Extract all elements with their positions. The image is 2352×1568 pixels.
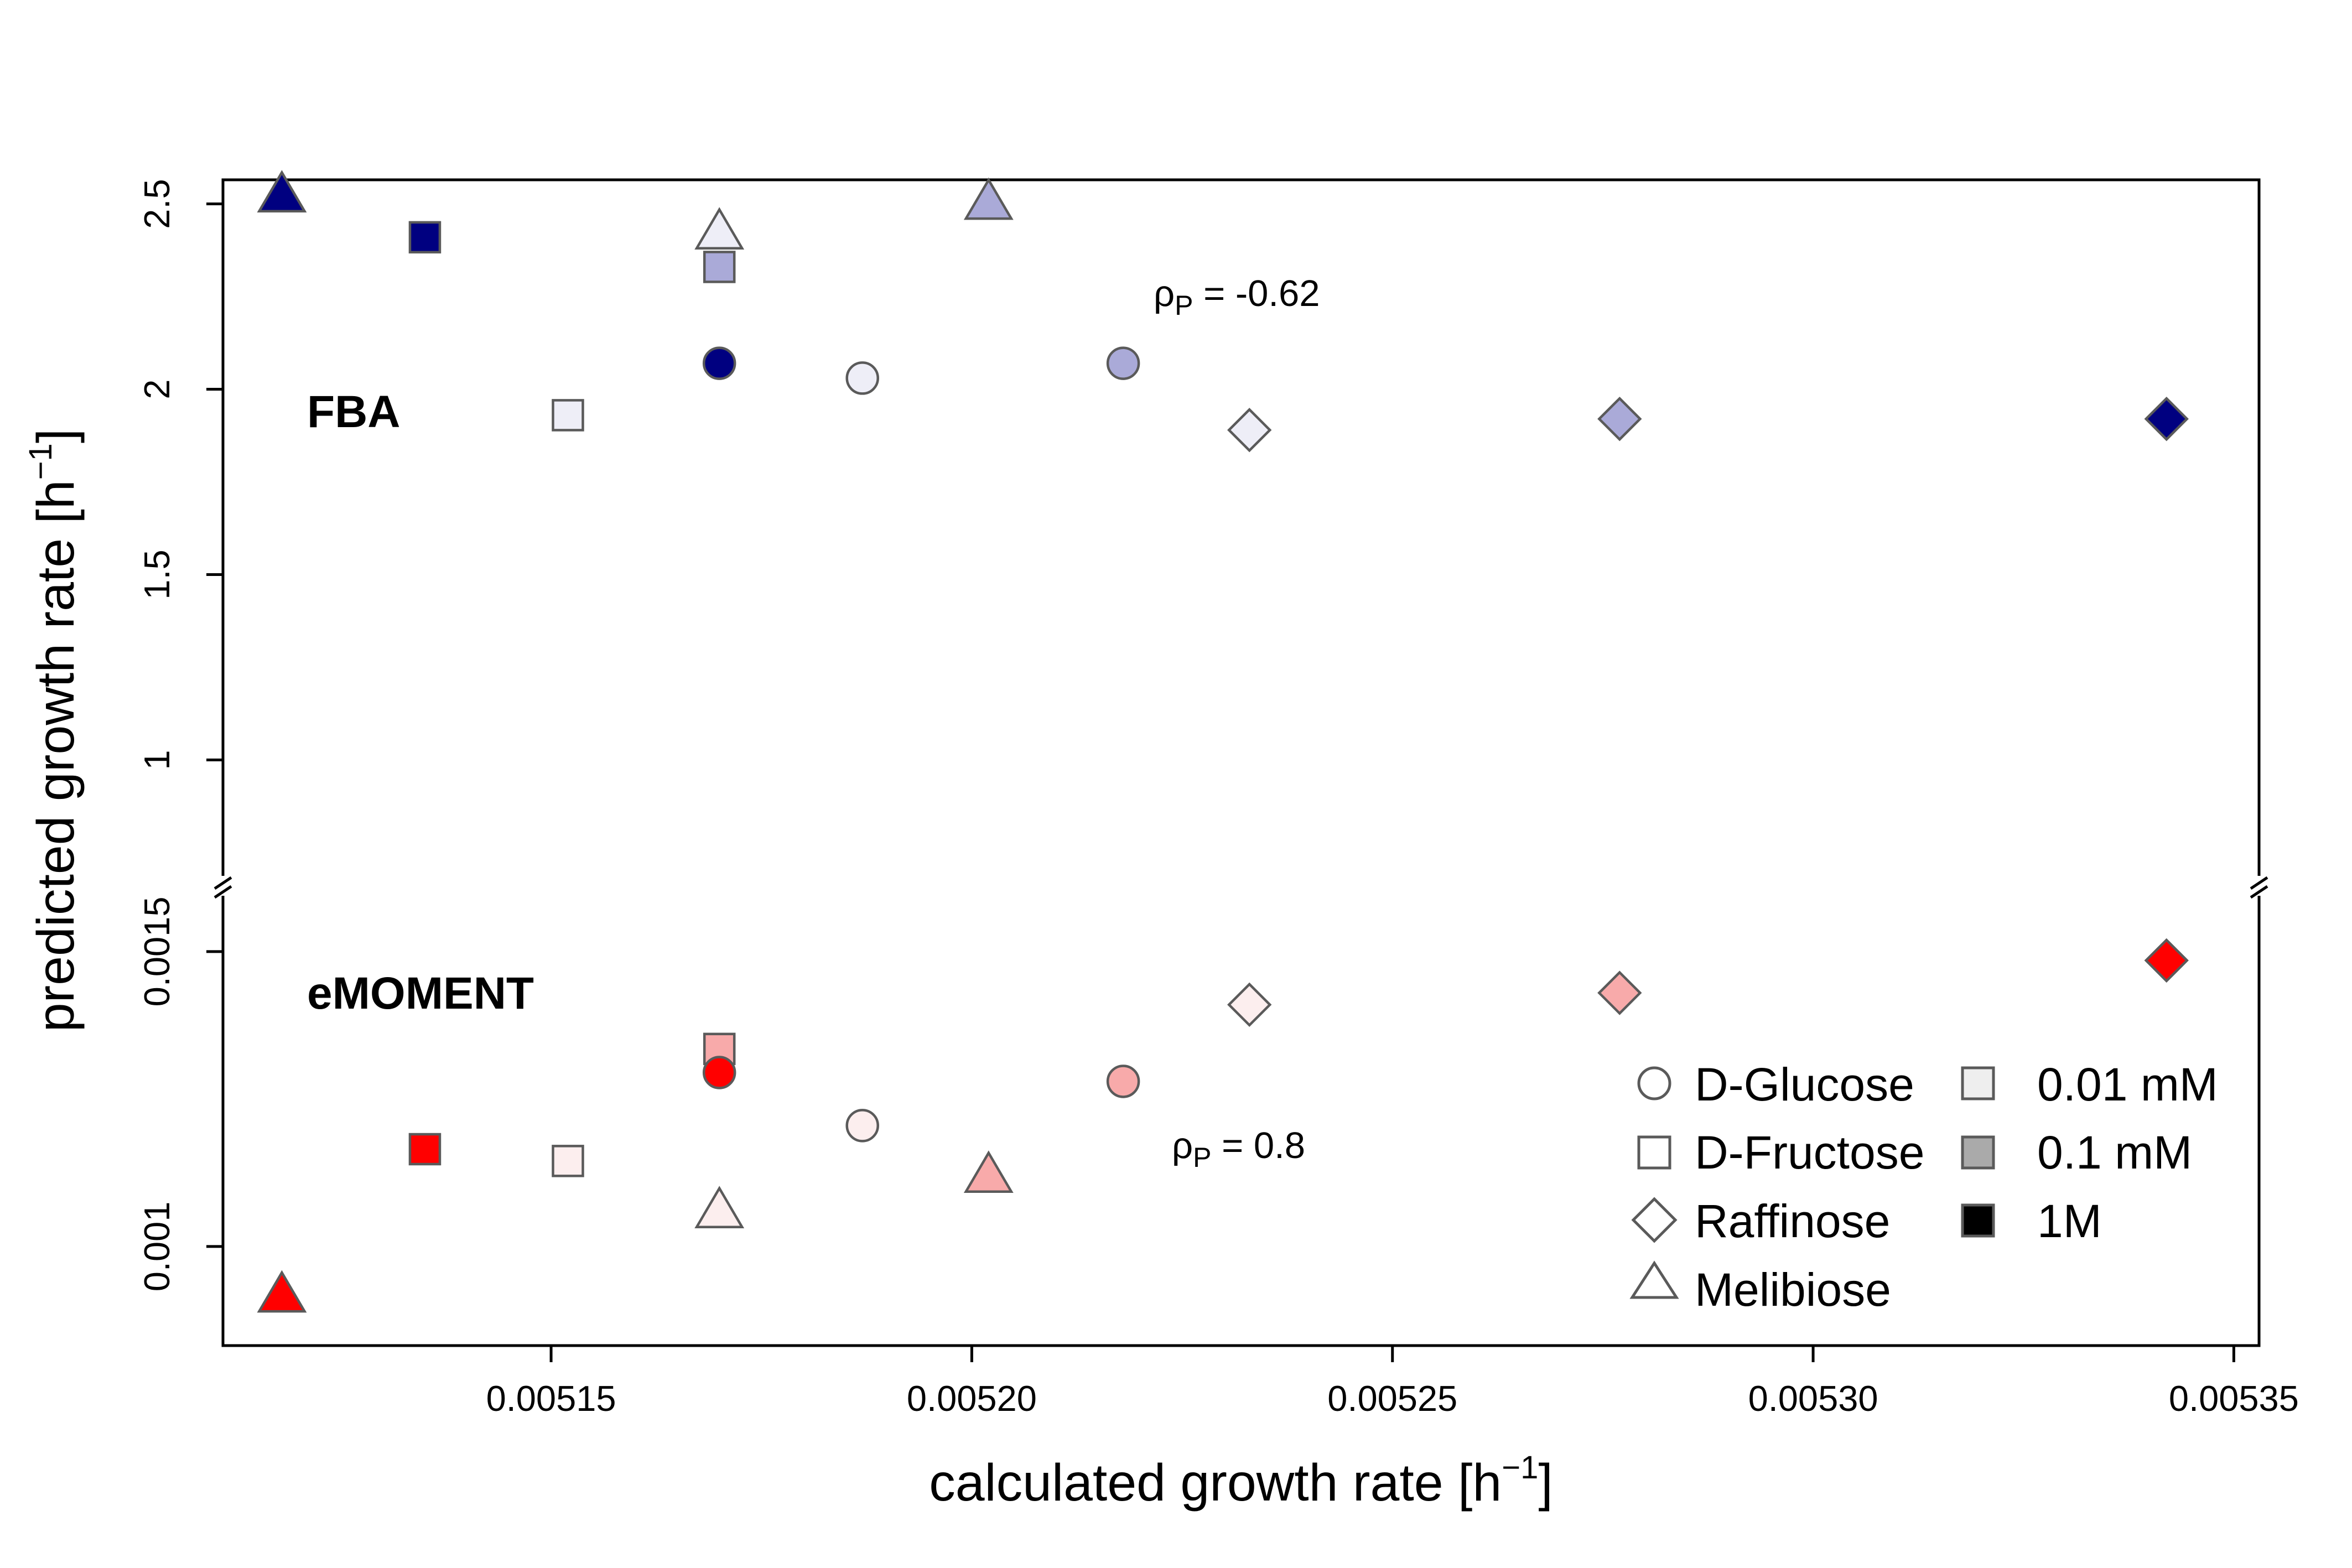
- point-fba-d-glucose-1m: [702, 346, 736, 380]
- data-points: [257, 170, 2189, 1313]
- y-axis-title-main: predicted growth rate [h: [27, 480, 85, 1032]
- x-axis-title-sup: −1: [1502, 1450, 1538, 1486]
- legend-item-melibiose: Melibiose: [1629, 1260, 1891, 1316]
- legend-swatch-0-1mm: [1961, 1135, 1995, 1170]
- point-fba-melibiose-0-01-mm: [694, 207, 745, 250]
- correlation-emoment-sub: P: [1193, 1142, 1211, 1173]
- point-emoment-raffinose-0-1-mm: [1597, 970, 1642, 1015]
- x-tick-label: 0.00530: [1748, 1378, 1878, 1419]
- legend-label-1m: 1M: [2037, 1195, 2102, 1247]
- correlation-emoment: ρP = 0.8: [1172, 1125, 1305, 1173]
- point-emoment-d-glucose-0-1-mm: [1106, 1065, 1140, 1098]
- point-emoment-raffinose-1m: [2144, 938, 2189, 983]
- point-fba-raffinose-0-1-mm: [1597, 396, 1642, 442]
- correlation-fba-sub: P: [1175, 290, 1193, 321]
- y-axis-title: predicted growth rate [h−1]: [23, 429, 85, 1032]
- point-emoment-d-glucose-1m: [702, 1056, 736, 1089]
- y-axis-title-sup: −1: [23, 443, 59, 480]
- point-emoment-melibiose-0-1-mm: [963, 1150, 1014, 1193]
- legend-label-d-glucose: D-Glucose: [1695, 1058, 1914, 1110]
- y-tick-label: 1.5: [137, 549, 177, 599]
- point-fba-melibiose-1m: [257, 170, 307, 212]
- x-tick-label: 0.00535: [2169, 1378, 2299, 1419]
- legend-swatch-0-01mm: [1961, 1066, 1995, 1100]
- y-tick-label: 0.0015: [137, 897, 177, 1007]
- correlation-fba: ρP = -0.62: [1154, 273, 1320, 321]
- x-axis-title: calculated growth rate [h−1]: [929, 1450, 1553, 1512]
- correlation-emoment-value: = 0.8: [1211, 1125, 1305, 1166]
- point-fba-d-fructose-1m: [408, 221, 442, 254]
- legend-item-conc-0: 0.01 mM: [1961, 1058, 2218, 1110]
- point-emoment-d-glucose-0-01-mm: [845, 1109, 879, 1143]
- y-tick-label: 2.5: [137, 179, 177, 229]
- legend-item-conc-1: 0.1 mM: [1961, 1126, 2192, 1178]
- x-tick-label: 0.00515: [486, 1378, 616, 1419]
- correlation-emoment-symbol: ρ: [1172, 1125, 1193, 1166]
- point-emoment-melibiose-1m: [257, 1270, 307, 1313]
- legend-item-d-fructose: D-Fructose: [1637, 1126, 1924, 1178]
- x-axis-ticks: 0.00515 0.00520 0.00525 0.00530 0.00535: [486, 1346, 2299, 1419]
- legend-label-0-01mm: 0.01 mM: [2037, 1058, 2218, 1110]
- x-axis-title-main: calculated growth rate [h: [929, 1453, 1502, 1512]
- circle-icon: [1637, 1066, 1671, 1100]
- diamond-icon: [1631, 1197, 1678, 1243]
- triangle-icon: [1629, 1260, 1679, 1299]
- square-icon: [1637, 1135, 1671, 1170]
- legend-label-raffinose: Raffinose: [1695, 1195, 1890, 1247]
- point-fba-d-glucose-0-01-mm: [845, 361, 879, 395]
- axis-break-right: [2250, 876, 2268, 899]
- point-fba-d-glucose-0-1-mm: [1106, 346, 1140, 380]
- correlation-fba-value: = -0.62: [1193, 273, 1320, 314]
- y-tick-label: 0.001: [137, 1202, 177, 1292]
- x-axis-title-end: ]: [1538, 1453, 1553, 1512]
- point-fba-raffinose-1m: [2144, 396, 2189, 442]
- point-fba-d-fructose-0-01-mm: [552, 399, 584, 432]
- axis-break-left: [214, 876, 232, 899]
- point-fba-raffinose-0-01-mm: [1227, 408, 1272, 453]
- point-emoment-d-fructose-1m: [408, 1133, 442, 1166]
- legend-label-melibiose: Melibiose: [1695, 1264, 1891, 1316]
- point-emoment-melibiose-0-01-mm: [694, 1186, 745, 1228]
- point-emoment-raffinose-0-01-mm: [1227, 982, 1272, 1027]
- panel-label-emoment: eMOMENT: [307, 968, 534, 1019]
- panel-label-fba: FBA: [307, 387, 401, 437]
- legend-item-d-glucose: D-Glucose: [1637, 1058, 1914, 1110]
- x-tick-label: 0.00520: [907, 1378, 1037, 1419]
- y-axis-title-end: ]: [27, 429, 85, 443]
- legend-label-0-1mm: 0.1 mM: [2037, 1126, 2192, 1178]
- point-fba-melibiose-0-1-mm: [963, 177, 1014, 220]
- legend-label-d-fructose: D-Fructose: [1695, 1126, 1924, 1178]
- legend-item-raffinose: Raffinose: [1631, 1195, 1890, 1247]
- point-emoment-d-fructose-0-01-mm: [552, 1145, 584, 1177]
- legend: D-Glucose D-Fructose Raffinose Melibiose…: [1629, 1058, 2218, 1316]
- legend-item-conc-2: 1M: [1961, 1195, 2102, 1247]
- correlation-fba-symbol: ρ: [1154, 273, 1175, 314]
- x-tick-label: 0.00525: [1327, 1378, 1457, 1419]
- point-fba-d-fructose-0-1-mm: [703, 251, 736, 283]
- y-tick-label: 1: [137, 750, 177, 770]
- point-emoment-d-fructose-0-1-mm: [703, 1032, 736, 1066]
- y-axis-ticks: 1 1.5 2 2.5 0.001 0.0015: [137, 179, 225, 1292]
- y-tick-label: 2: [137, 379, 177, 399]
- legend-swatch-1m: [1961, 1203, 1995, 1238]
